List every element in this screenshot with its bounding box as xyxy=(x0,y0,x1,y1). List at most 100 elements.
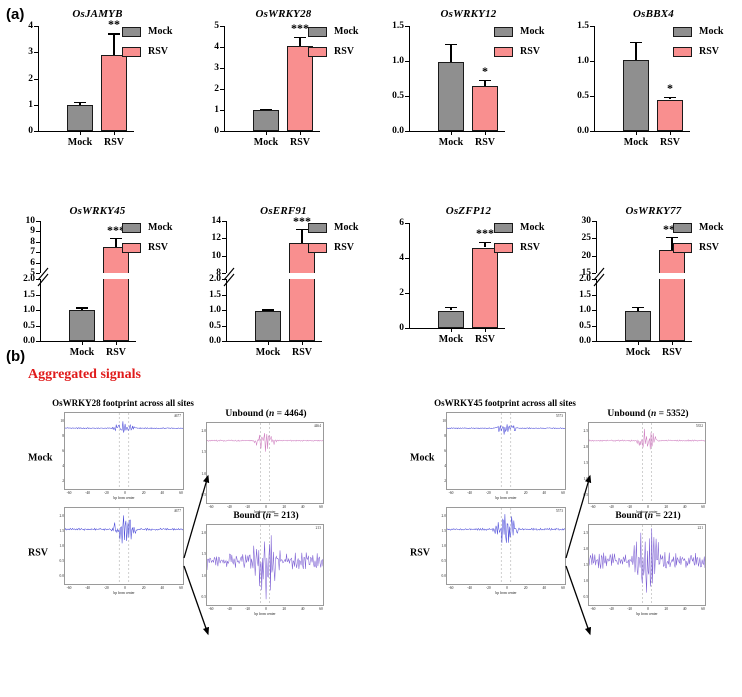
y-tick xyxy=(592,221,596,222)
y-tick xyxy=(34,104,38,106)
y-tick xyxy=(590,96,594,97)
chart-legend: Mock RSV xyxy=(673,26,723,66)
y-tick xyxy=(220,68,224,69)
x-tick xyxy=(266,131,267,135)
bar-mock xyxy=(625,310,651,341)
y-tick-label: 1.0 xyxy=(209,305,221,315)
y-tick-label: 0.5 xyxy=(23,320,35,331)
y-tick xyxy=(220,26,224,27)
x-tick-label: 40 xyxy=(542,491,547,495)
footprint-group-1: OsWRKY28 footprint across all sites Mock 4… xyxy=(28,398,348,693)
y-tick-label: 1.5 xyxy=(201,552,207,557)
legend-item-mock: Mock xyxy=(673,222,723,233)
x-axis xyxy=(38,131,134,133)
chart-title: OsZFP12 xyxy=(445,205,492,217)
error-cap xyxy=(445,43,457,45)
legend-label-rsv: RSV xyxy=(148,46,169,57)
legend-item-mock: Mock xyxy=(673,26,723,37)
bar-rsv xyxy=(657,99,683,131)
legend-item-rsv: RSV xyxy=(494,242,544,253)
x-tick-label: -40 xyxy=(608,505,614,509)
y-tick-label: 8 xyxy=(444,434,446,438)
x-tick-label: 20 xyxy=(664,607,669,611)
y-tick-label: 7 xyxy=(30,247,35,258)
plot-area: 0 1 2 3 4 5 Mock *** RSV xyxy=(214,21,320,148)
y-tick xyxy=(34,52,38,54)
axis-break-icon xyxy=(592,267,608,287)
x-tick-label: 60 xyxy=(179,491,183,495)
x-tick-label: RSV xyxy=(291,347,313,358)
plot-area-upper: 5 6 7 8 9 10 *** xyxy=(26,216,136,278)
y-tick-label: 1 xyxy=(28,99,33,110)
y-tick-label: 1.0 xyxy=(579,305,591,315)
chart-legend: Mock RSV xyxy=(494,222,544,262)
y-axis xyxy=(409,223,411,328)
plot-area: 0.0 0.5 1.0 1.5 Mock * RSV xyxy=(392,21,505,148)
y-axis-lower xyxy=(596,279,598,341)
x-tick-label: Mock xyxy=(67,137,93,148)
error-bar xyxy=(484,79,486,87)
y-tick xyxy=(36,262,40,264)
y-tick-label: 2.5 xyxy=(583,531,589,535)
x-tick-label: Mock xyxy=(69,347,95,358)
chart-legend: Mock RSV xyxy=(308,222,358,262)
trace-count-label: 4464 xyxy=(313,424,321,428)
legend-label-rsv: RSV xyxy=(148,242,169,253)
x-tick xyxy=(116,341,117,345)
bar-chart-oswrky77: OsWRKY77 15 20 25 30 *** 0.0 0.5 1.0 1.5 2.0 Mock RS… xyxy=(566,205,741,375)
x-tick-label: -60 xyxy=(448,586,454,590)
x-tick-label: -40 xyxy=(226,505,232,509)
y-tick-label: 1.5 xyxy=(59,529,65,533)
y-axis-lower xyxy=(226,279,228,341)
y-tick-label: 1.5 xyxy=(583,461,589,465)
plot-area-lower: 0.0 0.5 1.0 1.5 2.0 Mock RSV xyxy=(579,274,692,358)
legend-label-mock: Mock xyxy=(699,26,724,37)
y-tick-label: 10 xyxy=(211,250,222,261)
inset-title-n: n xyxy=(647,511,654,521)
legend-item-rsv: RSV xyxy=(308,242,358,253)
y-tick-label: 10 xyxy=(25,216,36,226)
y-tick-label: 1.0 xyxy=(583,579,589,583)
legend-label-mock: Mock xyxy=(520,26,545,37)
error-bar xyxy=(299,36,301,46)
y-tick-label: 10 xyxy=(60,419,64,423)
y-tick-label: 6 xyxy=(62,449,64,453)
y-tick xyxy=(222,325,226,327)
chart-legend: Mock RSV xyxy=(494,26,544,66)
x-tick-label: Mock xyxy=(255,347,281,358)
panel-b-label: (b) xyxy=(6,348,26,365)
x-tick-label: -60 xyxy=(208,607,214,611)
y-tick-label: 0.0 xyxy=(59,574,65,578)
y-tick xyxy=(220,47,224,48)
x-tick xyxy=(302,341,303,345)
x-tick-label: RSV xyxy=(661,347,683,358)
legend-label-rsv: RSV xyxy=(334,242,355,253)
chart-title: OsWRKY28 xyxy=(255,8,312,20)
y-tick-label: 2.0 xyxy=(441,514,447,518)
aggregated-signals-title: Aggregated signals xyxy=(28,367,141,382)
inset-panel-bound: 221 2.5 2.0 1.5 1.0 0.5 -60 -40 -20 0 20 40 60 bp fro… xyxy=(584,524,706,616)
significance-marker: ** xyxy=(108,17,120,32)
bar-mock xyxy=(69,310,95,341)
x-tick-label: -60 xyxy=(66,491,72,495)
footprint-panel-mock: 4677 10 8 6 4 2 -60 -40 -20 0 20 40 60 bp from center xyxy=(60,412,184,500)
y-tick-label: 0.5 xyxy=(583,595,589,599)
y-tick-label: 2 xyxy=(28,73,33,84)
x-tick-label: -20 xyxy=(103,491,109,495)
y-tick-label: 8 xyxy=(30,236,35,247)
y-tick-label: 5 xyxy=(214,21,219,31)
y-tick-label: 12 xyxy=(211,233,222,244)
inset-title-text: Unbound ( xyxy=(225,409,269,419)
y-tick xyxy=(34,26,38,27)
y-tick-label: 1.0 xyxy=(583,477,589,481)
row-label-rsv: RSV xyxy=(410,547,431,559)
y-tick-label: 8 xyxy=(216,268,221,278)
x-axis-label: bp from center xyxy=(495,591,517,595)
y-tick-label: 0.5 xyxy=(201,595,207,599)
error-bar xyxy=(81,307,83,311)
x-tick xyxy=(114,131,115,135)
y-tick xyxy=(592,341,596,342)
y-tick xyxy=(405,293,409,294)
y-tick xyxy=(592,310,596,311)
footprint-panel-rsv: 4677 2.0 1.5 1.0 0.5 0.0 -60 -40 -20 0 20 40 60 bp fr… xyxy=(60,507,184,595)
